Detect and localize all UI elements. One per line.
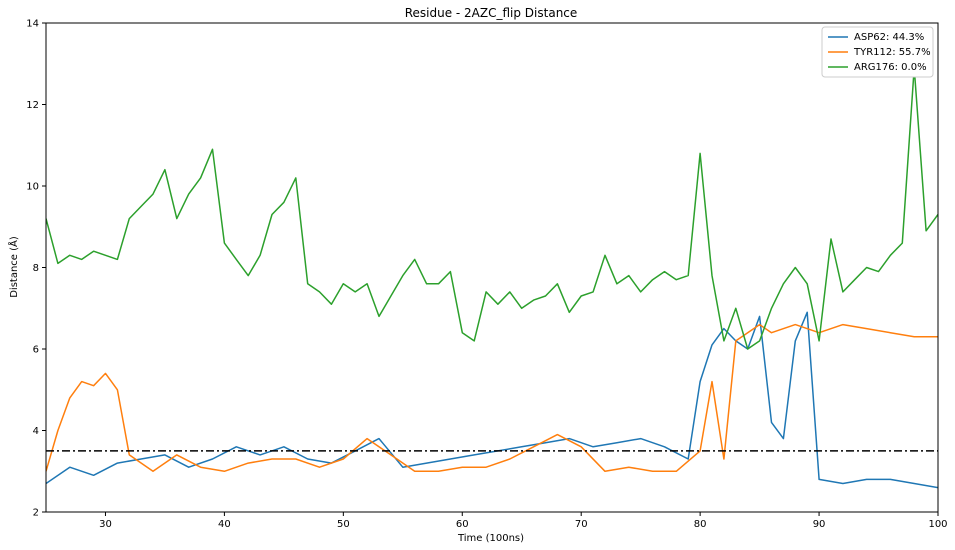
y-tick-label: 14 [26,19,39,30]
y-tick-label: 12 [26,100,39,111]
y-tick-label: 10 [26,182,39,193]
legend-label-tyr112: TYR112: 55.7% [853,47,931,58]
y-axis: 2 4 6 8 10 12 14 [26,19,46,519]
x-tick-label: 40 [218,519,231,530]
legend-label-arg176: ARG176: 0.0% [854,62,927,73]
x-tick-label: 30 [99,519,112,530]
x-tick-label: 50 [337,519,350,530]
plot-area [45,22,939,513]
y-axis-title: Distance (Å) [7,236,20,298]
legend-label-asp62: ASP62: 44.3% [854,32,924,43]
legend-box [821,26,934,78]
legend: ASP62: 44.3% TYR112: 55.7% ARG176: 0.0% [821,26,934,78]
series-line-1 [46,323,938,473]
chart-title: Residue - 2AZC_flip Distance [405,6,578,20]
y-tick-label: 8 [33,263,39,274]
x-tick-label: 90 [813,519,826,530]
x-tick-label: 70 [575,519,588,530]
y-tick-label: 4 [33,426,39,437]
x-axis: 30 40 50 60 70 80 90 100 [99,512,948,530]
y-tick-label: 6 [33,345,39,356]
x-tick-label: 60 [456,519,469,530]
x-axis-title: Time (100ns) [457,533,524,544]
series-line-2 [46,67,938,350]
series-layer [46,67,938,489]
x-tick-label: 100 [928,519,947,530]
x-tick-label: 80 [694,519,707,530]
series-line-0 [46,311,938,489]
y-tick-label: 2 [33,508,39,519]
